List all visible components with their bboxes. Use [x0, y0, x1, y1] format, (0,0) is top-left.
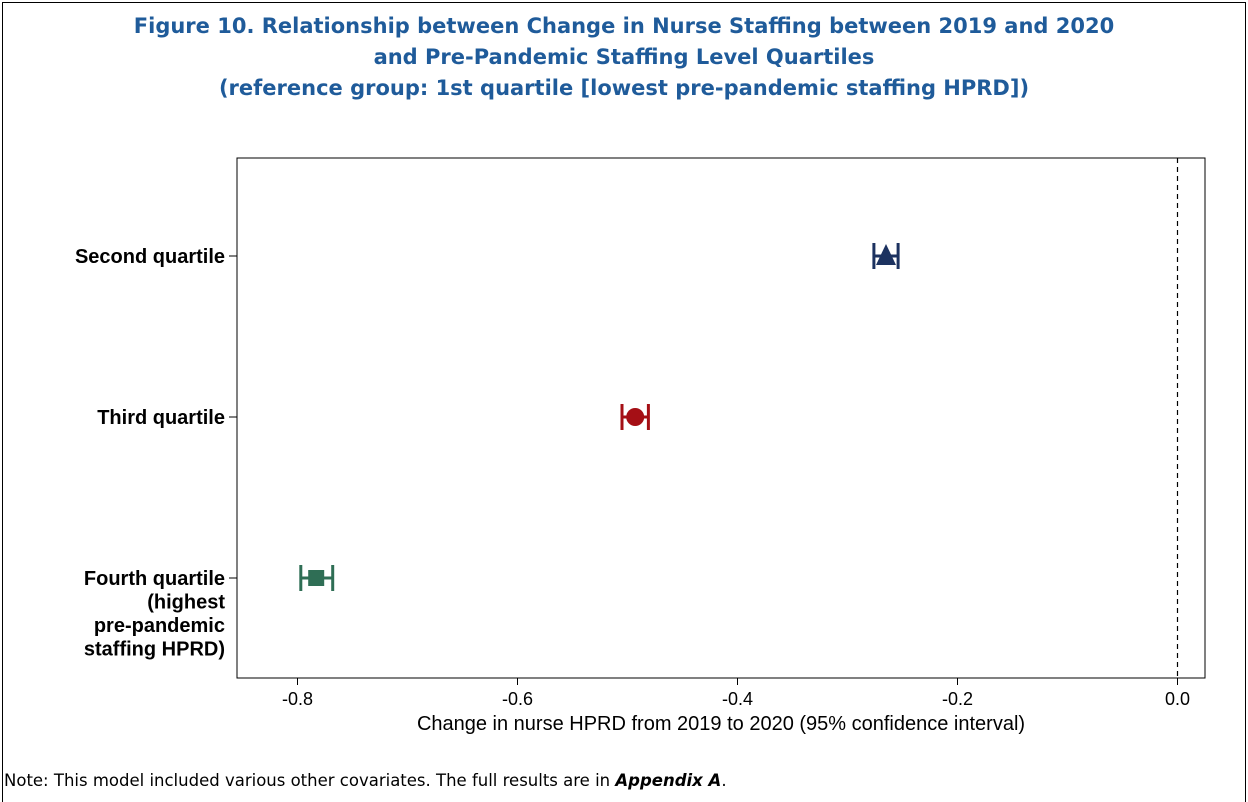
figure-title-line-3: (reference group: 1st quartile [lowest p… — [218, 76, 1030, 100]
plot-area — [236, 157, 1206, 679]
y-category-label-line: Third quartile — [97, 407, 225, 429]
x-tick-label: 0.0 — [1165, 689, 1190, 709]
figure-title-line-2: and Pre-Pandemic Staffing Level Quartile… — [373, 45, 875, 69]
coefficient-plot: Second quartile Third quartile Fourth quar… — [75, 157, 1206, 735]
y-category-label: Third quartile — [97, 407, 225, 429]
figure-note: Note: This model included various other … — [4, 771, 727, 790]
note-text: Note: This model included various other … — [4, 771, 616, 790]
figure-title-line-1: Figure 10. Relationship between Change i… — [133, 14, 1115, 38]
x-tick-label: -0.8 — [282, 689, 313, 709]
y-category-label-line: Second quartile — [75, 246, 225, 268]
y-category-label-line: staffing HPRD) — [84, 639, 225, 661]
note-end: . — [721, 771, 727, 790]
y-category-label-line: Fourth quartile — [84, 568, 225, 590]
x-tick-label: -0.6 — [502, 689, 533, 709]
estimate-marker-triangle — [876, 244, 896, 265]
y-category-label: Fourth quartile (highest pre-pandemic staff… — [84, 568, 225, 661]
x-axis-label: Change in nurse HPRD from 2019 to 2020 (… — [417, 713, 1025, 735]
y-category-label: Second quartile — [75, 246, 225, 268]
x-tick-label: -0.4 — [722, 689, 753, 709]
y-category-label-line: pre-pandemic — [94, 615, 225, 637]
appendix-reference: Appendix A — [615, 771, 722, 790]
estimate-marker-circle — [626, 408, 645, 426]
y-category-label-line: (highest — [147, 592, 225, 614]
estimate-marker-square — [308, 570, 325, 586]
x-tick-label: -0.2 — [942, 689, 973, 709]
